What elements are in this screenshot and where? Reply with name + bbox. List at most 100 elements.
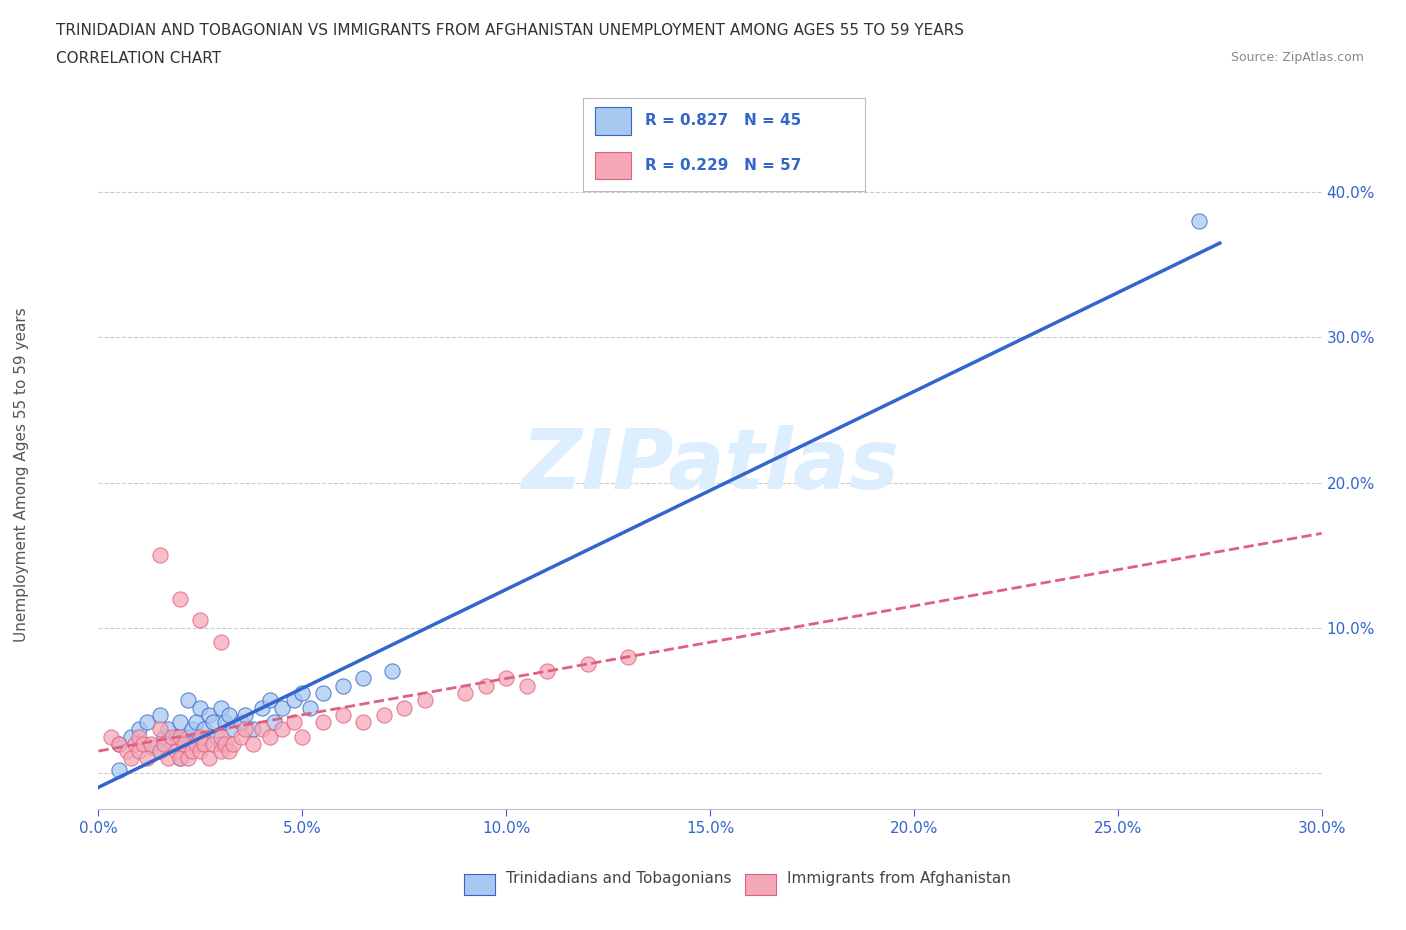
Point <box>454 685 477 700</box>
Point <box>352 714 374 729</box>
Point <box>352 671 374 686</box>
Point <box>149 722 172 737</box>
Point <box>186 714 208 729</box>
Point <box>270 700 294 715</box>
Point <box>263 714 285 729</box>
Point <box>152 737 174 751</box>
Point <box>214 714 236 729</box>
Text: R = 0.827   N = 45: R = 0.827 N = 45 <box>645 113 801 128</box>
Point <box>209 737 232 751</box>
Point <box>312 685 335 700</box>
Point <box>231 729 253 744</box>
Point <box>201 714 224 729</box>
Point <box>120 729 142 744</box>
Point <box>299 700 322 715</box>
Point <box>181 744 204 759</box>
Point <box>392 700 416 715</box>
Text: Immigrants from Afghanistan: Immigrants from Afghanistan <box>787 871 1011 886</box>
Point <box>186 737 208 751</box>
Text: ZIPatlas: ZIPatlas <box>522 425 898 506</box>
Point <box>516 678 538 693</box>
Point <box>188 737 212 751</box>
Point <box>177 693 200 708</box>
Point <box>193 722 215 737</box>
Bar <box>595 107 631 135</box>
Point <box>233 722 256 737</box>
Point <box>149 744 172 759</box>
Text: Trinidadians and Tobagonians: Trinidadians and Tobagonians <box>506 871 731 886</box>
Point <box>169 729 191 744</box>
Point <box>169 751 191 765</box>
Text: Source: ZipAtlas.com: Source: ZipAtlas.com <box>1230 51 1364 64</box>
Point <box>100 729 122 744</box>
Point <box>160 729 183 744</box>
Point <box>381 664 404 679</box>
Point <box>209 635 232 650</box>
Point <box>222 737 245 751</box>
Point <box>141 739 163 754</box>
Point <box>373 708 395 723</box>
Text: CORRELATION CHART: CORRELATION CHART <box>56 51 221 66</box>
Point <box>332 678 354 693</box>
Point <box>177 751 200 765</box>
Point <box>413 693 436 708</box>
Point <box>108 763 131 777</box>
Point <box>128 722 150 737</box>
Point <box>181 722 204 737</box>
Point <box>149 548 172 563</box>
Point <box>173 737 195 751</box>
Point <box>332 708 354 723</box>
Point <box>128 729 150 744</box>
Point <box>197 708 219 723</box>
Point <box>1188 214 1211 229</box>
Point <box>169 751 191 765</box>
Point <box>250 700 273 715</box>
Point <box>231 714 253 729</box>
Point <box>193 737 215 751</box>
Point <box>283 714 305 729</box>
Point <box>233 708 256 723</box>
Point <box>242 722 264 737</box>
Text: R = 0.229   N = 57: R = 0.229 N = 57 <box>645 158 801 173</box>
Point <box>108 737 131 751</box>
Point <box>259 693 281 708</box>
Point <box>188 613 212 628</box>
Point <box>197 751 219 765</box>
Point <box>132 737 155 751</box>
Point <box>214 737 236 751</box>
Point <box>173 737 195 751</box>
Point <box>188 729 212 744</box>
Point <box>136 751 159 765</box>
Point <box>188 700 212 715</box>
Point <box>536 664 558 679</box>
Point <box>169 591 191 606</box>
Point <box>165 729 187 744</box>
Point <box>115 744 138 759</box>
Bar <box>595 152 631 179</box>
Point <box>495 671 517 686</box>
Point <box>160 737 183 751</box>
Point <box>291 729 314 744</box>
Point <box>124 737 146 751</box>
Point <box>218 744 240 759</box>
Point <box>120 751 142 765</box>
Point <box>218 708 240 723</box>
Point <box>209 744 232 759</box>
Point <box>108 737 131 751</box>
Point <box>205 729 228 744</box>
Point <box>152 729 174 744</box>
Point <box>222 722 245 737</box>
Point <box>169 714 191 729</box>
Point <box>156 751 179 765</box>
Point <box>188 744 212 759</box>
Point <box>617 649 640 664</box>
Point <box>474 678 498 693</box>
Point <box>270 722 294 737</box>
Point <box>209 700 232 715</box>
Point <box>128 744 150 759</box>
Point <box>312 714 335 729</box>
Point <box>136 714 159 729</box>
Point <box>576 657 599 671</box>
Text: TRINIDADIAN AND TOBAGONIAN VS IMMIGRANTS FROM AFGHANISTAN UNEMPLOYMENT AMONG AGE: TRINIDADIAN AND TOBAGONIAN VS IMMIGRANTS… <box>56 23 965 38</box>
Point <box>250 722 273 737</box>
